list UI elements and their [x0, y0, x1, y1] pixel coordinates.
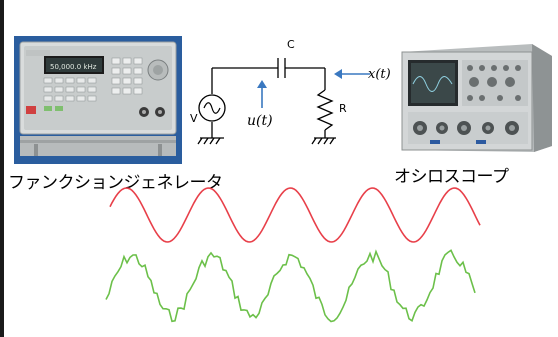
left-border	[0, 0, 4, 337]
input-waveform	[109, 187, 481, 243]
resistor-symbol	[316, 89, 334, 131]
output-signal-label: x(t)	[368, 67, 390, 82]
input-signal-label: u(t)	[247, 113, 273, 129]
fg-display-text: 50,000.0 kHz	[50, 63, 97, 71]
rc-circuit-diagram: C R V u(t) x(t)	[190, 38, 390, 145]
source-label: V	[190, 112, 198, 125]
oscilloscope-image	[401, 44, 552, 152]
capacitor-label: C	[287, 38, 295, 51]
function-generator-label: ファンクションジェネレータ	[8, 173, 223, 193]
output-waveform	[105, 249, 476, 323]
resistor-label: R	[339, 102, 347, 115]
oscilloscope-label: オシロスコープ	[394, 167, 509, 187]
function-generator-image: 50,000.0 kHz	[14, 36, 182, 164]
